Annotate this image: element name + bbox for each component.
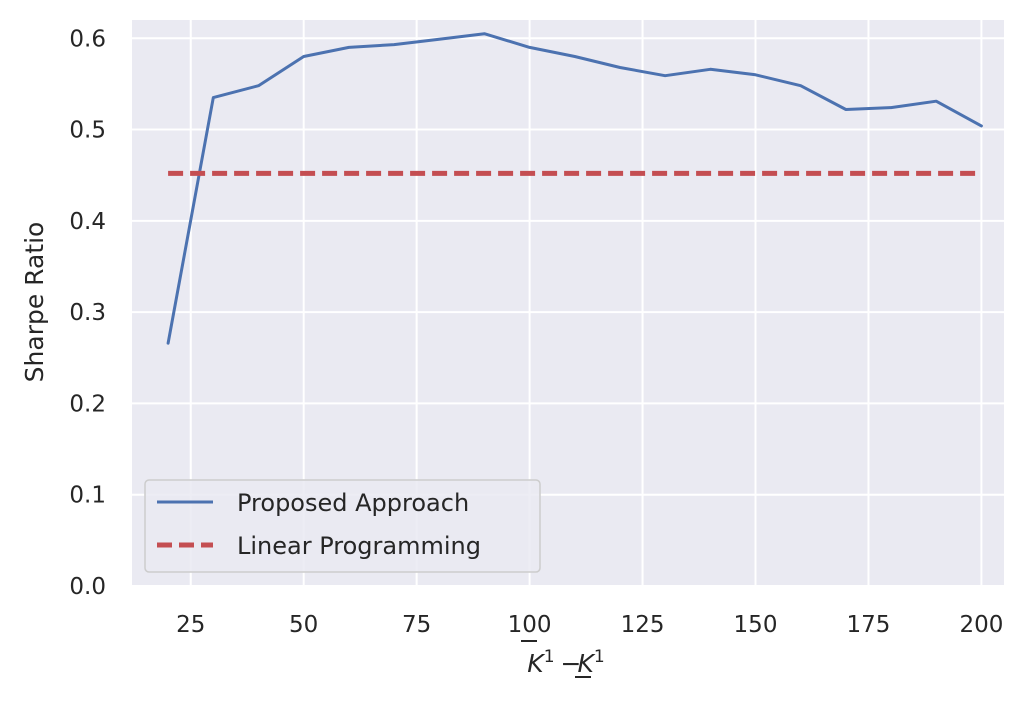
y-axis-label: Sharpe Ratio <box>20 222 49 383</box>
y-tick-label-2: 0.2 <box>69 391 106 417</box>
x-axis-label-base-a: K <box>527 649 546 678</box>
x-tick-label-4: 125 <box>621 612 665 638</box>
x-tick-label-0: 25 <box>176 612 205 638</box>
y-tick-label-3: 0.3 <box>69 300 106 326</box>
legend-box <box>144 479 541 573</box>
x-axis-label: K1 −K1 <box>521 640 605 678</box>
legend-label-proposed: Proposed Approach <box>237 489 469 517</box>
svg-text:K1−K1: K1 −K1 <box>527 647 604 678</box>
x-axis-label-operator: − <box>561 649 582 678</box>
y-tick-label-1: 0.1 <box>69 483 106 509</box>
y-tick-label-4: 0.4 <box>69 209 106 235</box>
y-tick-label-0: 0.0 <box>69 574 106 600</box>
x-ticks: 25 50 75 100 125 150 175 200 <box>176 612 1003 638</box>
x-tick-label-5: 150 <box>734 612 778 638</box>
x-axis-label-base-b: K <box>577 649 596 678</box>
x-axis-label-sup-a: 1 <box>544 647 555 667</box>
series-line-proposed-approach <box>166 32 983 345</box>
x-axis-label-sup-b: 1 <box>594 647 605 667</box>
y-tick-label-6: 0.6 <box>69 26 106 52</box>
y-ticks: 0.0 0.1 0.2 0.3 0.4 0.5 0.6 <box>69 26 106 600</box>
x-tick-label-1: 50 <box>289 612 318 638</box>
x-tick-label-6: 175 <box>847 612 891 638</box>
legend: Proposed Approach Linear Programming <box>144 479 541 573</box>
legend-label-linear: Linear Programming <box>237 532 481 560</box>
series-lines <box>166 32 983 345</box>
x-tick-label-2: 75 <box>402 612 431 638</box>
x-tick-label-7: 200 <box>959 612 1003 638</box>
y-tick-label-5: 0.5 <box>69 118 106 144</box>
x-tick-label-3: 100 <box>508 612 552 638</box>
